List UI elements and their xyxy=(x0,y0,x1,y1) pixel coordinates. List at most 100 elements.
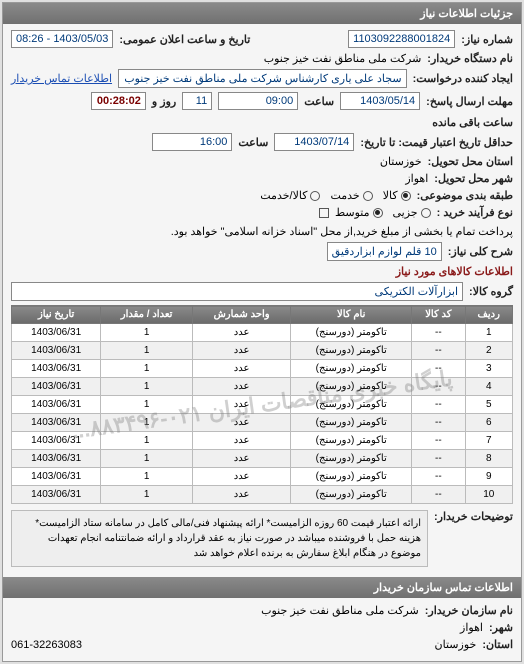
table-cell: -- xyxy=(412,450,465,468)
price-time-label: ساعت xyxy=(238,136,268,149)
bi-city-value: اهواز xyxy=(460,621,483,634)
table-cell: تاکومتر (دورسنج) xyxy=(291,360,412,378)
buy-type-radios: جزیی متوسط xyxy=(335,206,431,219)
reply-date: 1403/05/14 xyxy=(340,92,420,110)
category-label: طبقه بندی موضوعی: xyxy=(417,189,513,202)
table-header: تعداد / مقدار xyxy=(101,306,193,324)
table-cell: 1 xyxy=(101,360,193,378)
table-row: 2--تاکومتر (دورسنج)عدد11403/06/31 xyxy=(12,342,513,360)
remain-label: ساعت باقی مانده xyxy=(432,116,513,129)
days-label: روز و xyxy=(152,95,176,108)
table-cell: 1403/06/31 xyxy=(12,414,101,432)
table-cell: 9 xyxy=(465,468,512,486)
table-row: 7--تاکومتر (دورسنج)عدد11403/06/31 xyxy=(12,432,513,450)
reply-time-label: ساعت xyxy=(304,95,334,108)
reply-deadline-label: مهلت ارسال پاسخ: xyxy=(426,95,513,108)
bi-province-value: خوزستان xyxy=(435,638,477,651)
table-cell: عدد xyxy=(192,378,290,396)
table-cell: 8 xyxy=(465,450,512,468)
bi-org-label: نام سازمان خریدار: xyxy=(425,604,513,617)
table-row: 6--تاکومتر (دورسنج)عدد11403/06/31 xyxy=(12,414,513,432)
table-cell: -- xyxy=(412,342,465,360)
table-cell: -- xyxy=(412,468,465,486)
city-label: شهر محل تحویل: xyxy=(434,172,513,185)
creator-value: سجاد علی یاری کارشناس شرکت ملی مناطق نفت… xyxy=(118,69,407,88)
table-header: نام کالا xyxy=(291,306,412,324)
buyer-info-header: اطلاعات تماس سازمان خریدار xyxy=(3,577,521,598)
table-cell: 1403/06/31 xyxy=(12,468,101,486)
price-deadline-label: حداقل تاریخ اعتبار قیمت: تا تاریخ: xyxy=(360,136,513,149)
radio-service-label: خدمت xyxy=(330,189,359,202)
radio-service[interactable] xyxy=(363,191,373,201)
reply-time: 09:00 xyxy=(218,92,298,110)
radio-goods-label: کالا xyxy=(383,189,398,202)
category-radios: کالا خدمت کالا/خدمت xyxy=(260,189,410,202)
province-value: خوزستان xyxy=(380,155,422,168)
table-cell: 10 xyxy=(465,486,512,504)
table-cell: -- xyxy=(412,432,465,450)
table-cell: 1 xyxy=(101,414,193,432)
days-remaining: 11 xyxy=(182,92,212,110)
table-cell: عدد xyxy=(192,360,290,378)
table-cell: 5 xyxy=(465,396,512,414)
table-cell: 1 xyxy=(101,378,193,396)
table-cell: 1 xyxy=(465,324,512,342)
need-desc-value: 10 قلم لوازم ابزاردقیق xyxy=(327,242,442,261)
table-cell: 1403/06/31 xyxy=(12,324,101,342)
table-cell: تاکومتر (دورسنج) xyxy=(291,324,412,342)
table-cell: 2 xyxy=(465,342,512,360)
announce-value: 1403/05/03 - 08:26 xyxy=(11,30,113,48)
radio-small[interactable] xyxy=(421,208,431,218)
table-cell: -- xyxy=(412,378,465,396)
table-cell: 1403/06/31 xyxy=(12,432,101,450)
table-row: 9--تاکومتر (دورسنج)عدد11403/06/31 xyxy=(12,468,513,486)
radio-both-label: کالا/خدمت xyxy=(260,189,307,202)
city-value: اهواز xyxy=(405,172,428,185)
treasury-checkbox[interactable] xyxy=(319,208,329,218)
table-cell: 1403/06/31 xyxy=(12,396,101,414)
table-cell: -- xyxy=(412,396,465,414)
bi-org-value: شرکت ملی مناطق نفت خیز جنوب xyxy=(261,604,419,617)
notes-text: ارائه اعتبار قیمت 60 روزه الزامیست* ارائ… xyxy=(11,510,428,567)
table-cell: 7 xyxy=(465,432,512,450)
table-cell: تاکومتر (دورسنج) xyxy=(291,396,412,414)
table-row: 8--تاکومتر (دورسنج)عدد11403/06/31 xyxy=(12,450,513,468)
table-row: 5--تاکومتر (دورسنج)عدد11403/06/31 xyxy=(12,396,513,414)
table-cell: تاکومتر (دورسنج) xyxy=(291,342,412,360)
table-cell: تاکومتر (دورسنج) xyxy=(291,414,412,432)
radio-goods[interactable] xyxy=(401,191,411,201)
table-header: تاریخ نیاز xyxy=(12,306,101,324)
table-cell: -- xyxy=(412,414,465,432)
table-cell: 1 xyxy=(101,432,193,450)
table-cell: تاکومتر (دورسنج) xyxy=(291,486,412,504)
table-cell: 1 xyxy=(101,450,193,468)
table-cell: عدد xyxy=(192,414,290,432)
table-cell: 3 xyxy=(465,360,512,378)
table-cell: تاکومتر (دورسنج) xyxy=(291,468,412,486)
table-cell: 6 xyxy=(465,414,512,432)
table-header: ردیف xyxy=(465,306,512,324)
table-cell: -- xyxy=(412,486,465,504)
buyer-org-value: شرکت ملی مناطق نفت خیز جنوب xyxy=(264,52,422,65)
table-cell: 1403/06/31 xyxy=(12,486,101,504)
need-desc-label: شرح کلی نیاز: xyxy=(448,245,513,258)
table-cell: 1403/06/31 xyxy=(12,360,101,378)
need-no-value: 1103092288001824 xyxy=(348,30,455,48)
table-cell: 1 xyxy=(101,324,193,342)
table-cell: عدد xyxy=(192,342,290,360)
table-cell: 1 xyxy=(101,468,193,486)
table-cell: تاکومتر (دورسنج) xyxy=(291,432,412,450)
table-cell: عدد xyxy=(192,324,290,342)
radio-both[interactable] xyxy=(310,191,320,201)
table-cell: تاکومتر (دورسنج) xyxy=(291,378,412,396)
notes-label: توضیحات خریدار: xyxy=(434,510,513,523)
contact-link[interactable]: اطلاعات تماس خریدار xyxy=(11,72,112,85)
buy-type-note: پرداخت تمام یا بخشی از مبلغ خرید,از محل … xyxy=(171,225,513,238)
table-cell: -- xyxy=(412,360,465,378)
table-cell: عدد xyxy=(192,396,290,414)
radio-medium[interactable] xyxy=(373,208,383,218)
price-time: 16:00 xyxy=(152,133,232,151)
table-cell: عدد xyxy=(192,468,290,486)
table-cell: 1403/06/31 xyxy=(12,342,101,360)
table-cell: 1 xyxy=(101,486,193,504)
